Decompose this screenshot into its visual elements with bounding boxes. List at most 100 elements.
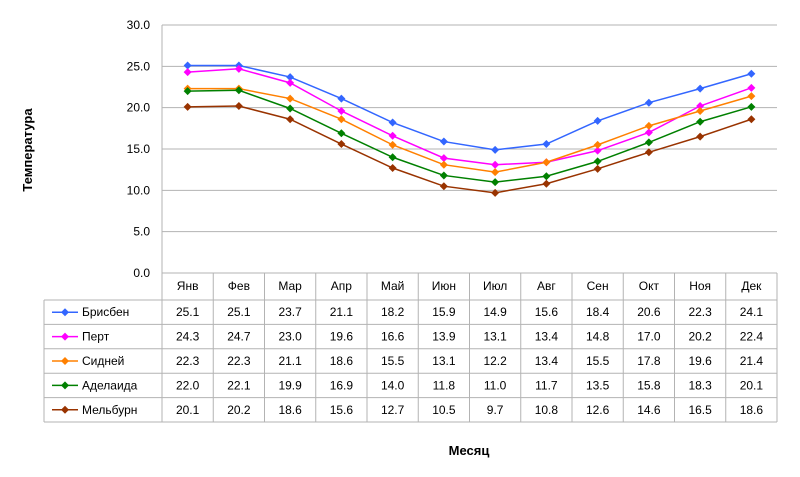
data-point	[491, 188, 500, 197]
table-cell-value: 15.8	[637, 378, 661, 392]
table-cell-value: 18.6	[740, 403, 764, 417]
data-point	[388, 131, 397, 140]
data-point	[183, 68, 192, 77]
data-point	[439, 171, 448, 180]
table-cell-value: 12.7	[381, 403, 405, 417]
table-cell-value: 20.6	[637, 305, 661, 319]
table-cell-value: 13.1	[483, 330, 507, 344]
series-line	[187, 64, 752, 151]
legend-key-marker	[61, 308, 69, 317]
series-lines	[183, 61, 756, 197]
data-point	[183, 102, 192, 111]
table-cell-value: 24.7	[227, 330, 251, 344]
data-point	[439, 154, 448, 163]
y-axis-label: Температура	[20, 108, 35, 192]
data-point	[286, 78, 295, 87]
data-point	[593, 140, 602, 149]
data-point	[337, 129, 346, 138]
table-cell-value: 22.3	[227, 354, 251, 368]
x-tick-label: Апр	[331, 279, 353, 293]
legend-series-name: Перт	[82, 330, 110, 344]
series-group	[183, 64, 756, 169]
data-point	[593, 164, 602, 173]
legend-series-name: Брисбен	[82, 305, 129, 319]
x-tick-label: Окт	[639, 279, 660, 293]
table-cell-value: 18.2	[381, 305, 405, 319]
data-point	[542, 158, 551, 167]
x-tick-label: Ноя	[689, 279, 711, 293]
data-point	[234, 102, 243, 111]
x-tick-label: Авг	[537, 279, 556, 293]
table-cell-value: 18.4	[586, 305, 610, 319]
table-cell-value: 13.1	[432, 354, 456, 368]
x-tick-label: Дек	[741, 279, 762, 293]
table-cell-value: 17.0	[637, 330, 661, 344]
table-cell-value: 23.0	[278, 330, 302, 344]
table-cell-value: 14.9	[483, 305, 507, 319]
y-tick-label: 10.0	[127, 183, 151, 197]
table-cell-value: 25.1	[227, 305, 251, 319]
table-cell-value: 20.2	[227, 403, 251, 417]
y-tick-label: 5.0	[133, 225, 150, 239]
data-point	[286, 104, 295, 113]
legend-series-name: Сидней	[82, 354, 124, 368]
data-point	[286, 94, 295, 103]
y-axis-ticks: 0.0 5.0 10.0 15.0 20.0 25.0 30.0	[127, 18, 151, 280]
data-point	[696, 117, 705, 126]
data-point	[286, 115, 295, 124]
table-cell-value: 9.7	[487, 403, 504, 417]
data-point	[439, 182, 448, 191]
x-tick-label: Июл	[483, 279, 507, 293]
table-cell-value: 22.4	[740, 330, 764, 344]
table-cell-value: 21.4	[740, 354, 764, 368]
data-point	[747, 102, 756, 111]
table-cell-value: 24.3	[176, 330, 200, 344]
data-point	[542, 172, 551, 181]
table-cell-value: 13.4	[535, 330, 559, 344]
x-tick-label: Июн	[432, 279, 456, 293]
table-cell-value: 20.1	[740, 378, 764, 392]
table-cell-value: 10.5	[432, 403, 456, 417]
data-point	[696, 106, 705, 115]
table-cell-value: 19.9	[278, 378, 302, 392]
series-group	[183, 86, 756, 187]
data-table: Янв Фев Мар Апр Май Июн Июл Авг Сен Окт Ноя Дек Брис…	[43, 272, 778, 423]
table-cell-value: 14.6	[637, 403, 661, 417]
data-point	[747, 69, 756, 78]
table-cell-value: 22.3	[688, 305, 712, 319]
data-point	[183, 87, 192, 96]
table-cell-value: 12.6	[586, 403, 610, 417]
data-point	[286, 73, 295, 82]
data-point	[491, 160, 500, 169]
data-point	[388, 140, 397, 149]
data-point	[183, 61, 192, 70]
data-point	[696, 84, 705, 93]
y-tick-label: 15.0	[127, 142, 151, 156]
table-cell-value: 22.0	[176, 378, 200, 392]
data-point	[388, 118, 397, 127]
table-cell-value: 12.2	[483, 354, 507, 368]
data-point	[593, 157, 602, 166]
table-cell-value: 23.7	[278, 305, 302, 319]
table-cell-value: 25.1	[176, 305, 200, 319]
data-point	[747, 92, 756, 101]
data-point	[234, 64, 243, 73]
x-tick-label: Фев	[228, 279, 250, 293]
data-point	[439, 137, 448, 146]
series-group	[183, 84, 756, 177]
table-cell-value: 18.6	[330, 354, 354, 368]
data-point	[644, 98, 653, 107]
data-point	[439, 160, 448, 169]
table-cell-value: 15.5	[586, 354, 610, 368]
data-point	[644, 128, 653, 137]
table-cell-value: 19.6	[688, 354, 712, 368]
data-point	[337, 115, 346, 124]
series-group	[183, 102, 756, 197]
table-cell-value: 15.6	[330, 403, 354, 417]
data-point	[491, 178, 500, 187]
table-cell-value: 18.6	[278, 403, 302, 417]
data-point	[747, 115, 756, 124]
data-point	[593, 116, 602, 125]
series-line	[187, 87, 752, 173]
